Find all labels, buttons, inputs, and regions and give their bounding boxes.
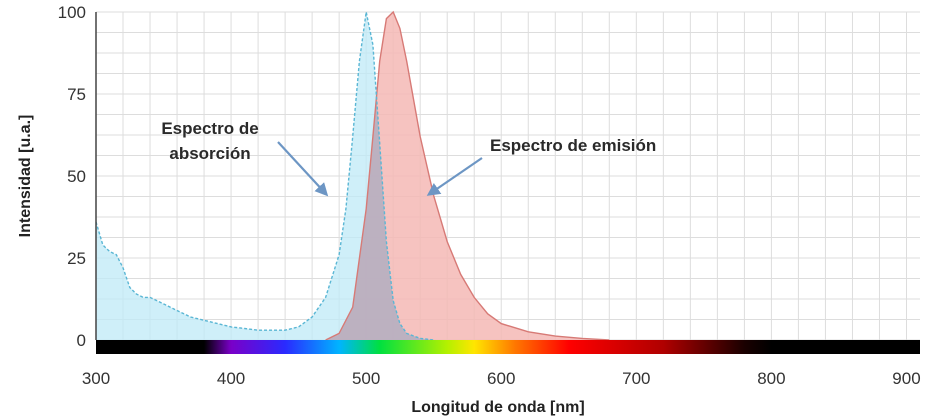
annotation-absorption: Espectro de absorción bbox=[161, 119, 258, 163]
plot-area bbox=[95, 10, 610, 341]
annotations: Espectro de absorción Espectro de emisión bbox=[161, 119, 656, 197]
spectrum-bar bbox=[96, 340, 920, 354]
y-tick-label: 25 bbox=[67, 249, 86, 268]
x-tick-label: 600 bbox=[487, 369, 515, 388]
x-tick-label: 300 bbox=[82, 369, 110, 388]
x-axis-title: Longitud de onda [nm] bbox=[411, 399, 584, 416]
annotation-absorption-line: Espectro de bbox=[161, 119, 258, 138]
arrow-emission bbox=[426, 157, 483, 196]
x-tick-label: 500 bbox=[352, 369, 380, 388]
y-axis-title: Intensidad [u.a.] bbox=[17, 115, 34, 238]
absorption-area bbox=[96, 12, 434, 340]
y-tick-label: 100 bbox=[58, 3, 86, 22]
axes: 0 25 50 75 100 300 400 500 600 700 800 900 Longitud … bbox=[17, 3, 921, 416]
arrow-absorption bbox=[277, 141, 329, 197]
annotation-emission: Espectro de emisión bbox=[490, 136, 656, 155]
x-tick-label: 800 bbox=[757, 369, 785, 388]
grid bbox=[95, 11, 920, 341]
x-tick-label: 400 bbox=[217, 369, 245, 388]
absorption-line bbox=[95, 11, 434, 341]
x-tick-label: 700 bbox=[622, 369, 650, 388]
y-tick-label: 75 bbox=[67, 85, 86, 104]
y-tick-label: 0 bbox=[77, 331, 86, 350]
emission-line bbox=[325, 10, 610, 341]
x-tick-label: 900 bbox=[892, 369, 920, 388]
emission-area bbox=[325, 12, 610, 340]
y-tick-label: 50 bbox=[67, 167, 86, 186]
annotation-absorption-line: absorción bbox=[169, 144, 250, 163]
